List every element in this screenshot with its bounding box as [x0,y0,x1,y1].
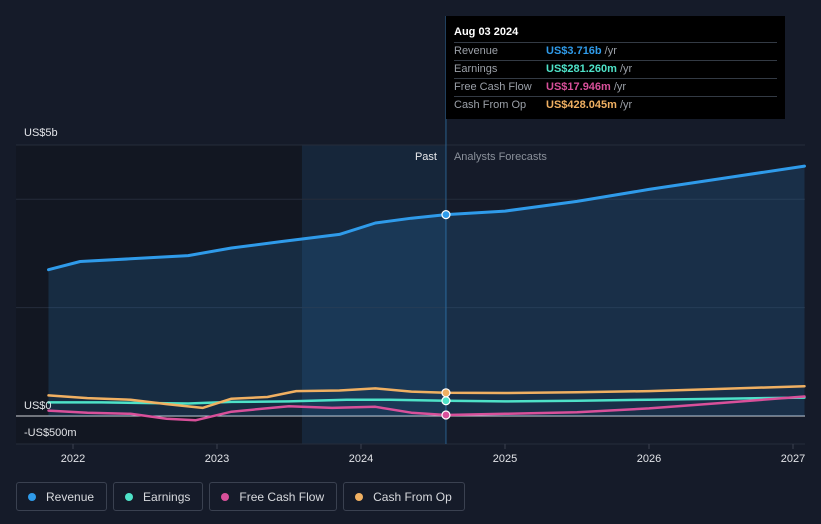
y-label-top: US$5b [24,127,58,139]
x-label: 2027 [781,453,805,465]
forecast-label: Analysts Forecasts [454,151,547,163]
revenue-dot-icon [28,492,36,501]
tooltip-row-free-cash-flow: Free Cash Flow US$17.946m /yr [454,78,777,96]
tooltip-date: Aug 03 2024 [454,26,519,38]
tooltip: Aug 03 2024 Revenue US$3.716b /yr Earnin… [446,16,785,119]
earnings-marker [441,396,451,406]
y-label-bottom: -US$500m [24,427,77,439]
revenue-area [48,166,805,416]
cash-from-op-marker [441,388,451,398]
tooltip-unit: /yr [619,99,633,111]
legend-label: Cash From Op [373,489,452,504]
legend-item-earnings[interactable]: Earnings [113,482,204,511]
revenue-marker [441,209,451,220]
x-label: 2022 [61,453,85,465]
legend: Revenue Earnings Free Cash Flow Cash Fro… [16,482,465,511]
revenue-line [47,164,806,272]
x-label: 2026 [637,453,661,465]
free-cash-flow-line [47,395,806,422]
free-cash-flow-dot-icon [221,492,230,501]
tooltip-label: Revenue [454,45,499,57]
tooltip-unit: /yr [604,45,617,57]
tooltip-value: US$17.946m [546,81,611,93]
free-cash-flow-marker [441,410,451,420]
cash-from-op-dot-icon [355,492,364,501]
past-label: Past [415,151,437,163]
tooltip-label: Free Cash Flow [454,81,532,93]
cash-from-op-line [47,384,806,410]
legend-label: Earnings [143,489,191,504]
tooltip-label: Cash From Op [454,99,527,111]
x-label: 2024 [349,453,373,465]
x-label: 2023 [205,453,229,465]
tooltip-unit: /yr [619,63,633,75]
tooltip-label: Earnings [454,63,498,75]
tooltip-row-earnings: Earnings US$281.260m /yr [454,60,777,78]
x-label: 2025 [493,453,517,465]
legend-label: Free Cash Flow [239,489,325,504]
legend-item-revenue[interactable]: Revenue [16,482,108,511]
tooltip-value: US$281.260m [546,63,617,75]
tooltip-value: US$428.045m [546,99,617,111]
tooltip-unit: /yr [613,81,627,93]
tooltip-row-revenue: Revenue US$3.716b /yr [454,42,777,60]
tooltip-value: US$3.716b [546,45,602,57]
earnings-dot-icon [125,492,134,501]
highlight-region [301,145,446,444]
legend-item-cash-from-op[interactable]: Cash From Op [343,482,465,511]
y-label-zero: US$0 [24,400,52,412]
legend-label: Revenue [46,489,95,504]
legend-item-free-cash-flow[interactable]: Free Cash Flow [209,482,338,511]
tooltip-row-cash-from-op: Cash From Op US$428.045m /yr [454,96,777,114]
